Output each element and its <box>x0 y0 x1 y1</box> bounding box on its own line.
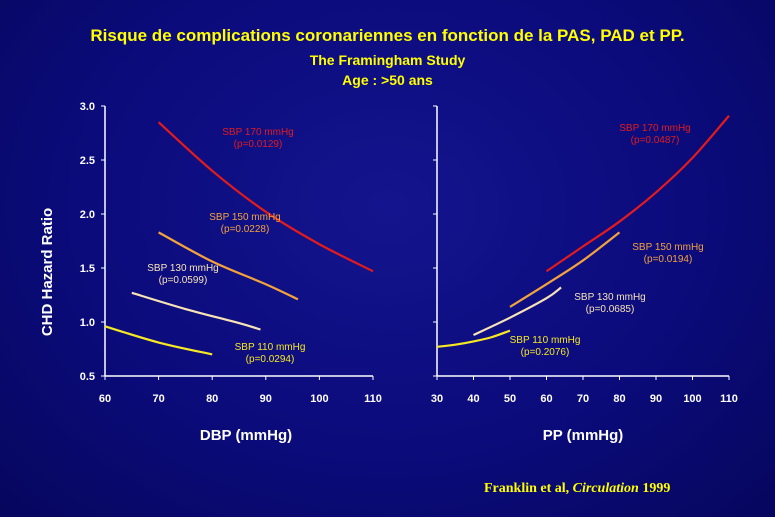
dbp-label-sbp-150-mmhg: SBP 150 mmHg <box>209 212 281 223</box>
chart-title: Risque de complications coronariennes en… <box>90 26 685 45</box>
pp-x-tick-label: 50 <box>504 393 516 405</box>
pp-series-sbp-130-mmhg <box>473 286 562 336</box>
citation-year: 1999 <box>642 481 671 496</box>
y-axis-label: CHD Hazard Ratio <box>39 208 56 336</box>
pp-pvalue-sbp-130-mmhg: (p=0.0685) <box>586 304 635 315</box>
y-tick-label: 0.5 <box>80 371 95 383</box>
dbp-series-sbp-170-mmhg <box>157 121 374 273</box>
dbp-pvalue-sbp-150-mmhg: (p=0.0228) <box>221 224 270 235</box>
pp-x-tick-label: 70 <box>577 393 589 405</box>
dbp-pvalue-sbp-170-mmhg: (p=0.0129) <box>234 139 283 150</box>
dbp-pvalue-sbp-130-mmhg: (p=0.0599) <box>159 275 208 286</box>
dbp-series-sbp-130-mmhg <box>131 291 261 331</box>
y-tick-label: 2.5 <box>80 155 95 167</box>
chart-subtitle-age: Age : >50 ans <box>342 72 433 88</box>
dbp-pvalue-sbp-110-mmhg: (p=0.0294) <box>246 354 295 365</box>
pp-label-sbp-110-mmhg: SBP 110 mmHg <box>510 335 581 346</box>
dbp-series-sbp-110-mmhg <box>104 325 213 356</box>
dbp-x-tick-label: 90 <box>260 393 272 405</box>
x-axis-label-dbp: DBP (mmHg) <box>200 427 292 444</box>
y-tick-label: 2.0 <box>80 209 95 221</box>
dbp-x-tick-label: 110 <box>364 393 382 405</box>
pp-x-tick-label: 90 <box>650 393 662 405</box>
citation-authors: Franklin et al, <box>484 481 570 496</box>
pp-pvalue-sbp-150-mmhg: (p=0.0194) <box>644 254 693 265</box>
pp-label-sbp-130-mmhg: SBP 130 mmHg <box>574 292 646 303</box>
pp-x-tick-label: 60 <box>540 393 552 405</box>
y-tick-label: 1.5 <box>80 263 95 275</box>
dbp-x-tick-label: 80 <box>206 393 218 405</box>
pp-x-tick-label: 30 <box>431 393 443 405</box>
dbp-x-tick-label: 60 <box>99 393 111 405</box>
pp-panel: 30 40 50 60 70 80 90 100 110 SBP 170 mmHg(p=0.048… <box>431 105 738 405</box>
pp-label-sbp-170-mmhg: SBP 170 mmHg <box>619 123 691 134</box>
dbp-panel: 0.5 1.0 1.5 2.0 2.5 3.0 60 70 80 90 100 110 SBP 170 … <box>80 101 382 405</box>
y-tick-label: 3.0 <box>80 101 95 113</box>
y-tick-label: 1.0 <box>80 317 95 329</box>
dbp-series-sbp-150-mmhg <box>158 231 299 301</box>
dbp-label-sbp-130-mmhg: SBP 130 mmHg <box>147 263 219 274</box>
citation-journal: Circulation <box>572 481 639 496</box>
chart-subtitle: The Framingham Study <box>309 52 466 68</box>
pp-series-sbp-110-mmhg <box>436 329 511 348</box>
dbp-label-sbp-110-mmhg: SBP 110 mmHg <box>235 342 306 353</box>
pp-series-sbp-170-mmhg <box>545 114 730 273</box>
pp-x-tick-label: 100 <box>683 393 701 405</box>
dbp-x-tick-label: 70 <box>152 393 164 405</box>
pp-series-sbp-150-mmhg <box>509 231 621 308</box>
x-axis-label-pp: PP (mmHg) <box>543 427 624 444</box>
dbp-label-sbp-170-mmhg: SBP 170 mmHg <box>222 127 294 138</box>
pp-label-sbp-150-mmhg: SBP 150 mmHg <box>632 242 704 253</box>
pp-x-tick-label: 40 <box>467 393 479 405</box>
pp-x-tick-label: 80 <box>613 393 625 405</box>
dbp-x-tick-label: 100 <box>310 393 328 405</box>
pp-pvalue-sbp-110-mmhg: (p=0.2076) <box>521 347 570 358</box>
citation: Franklin et al, Circulation 1999 <box>484 481 670 497</box>
pp-x-tick-label: 110 <box>720 393 738 405</box>
pp-pvalue-sbp-170-mmhg: (p=0.0487) <box>631 135 680 146</box>
